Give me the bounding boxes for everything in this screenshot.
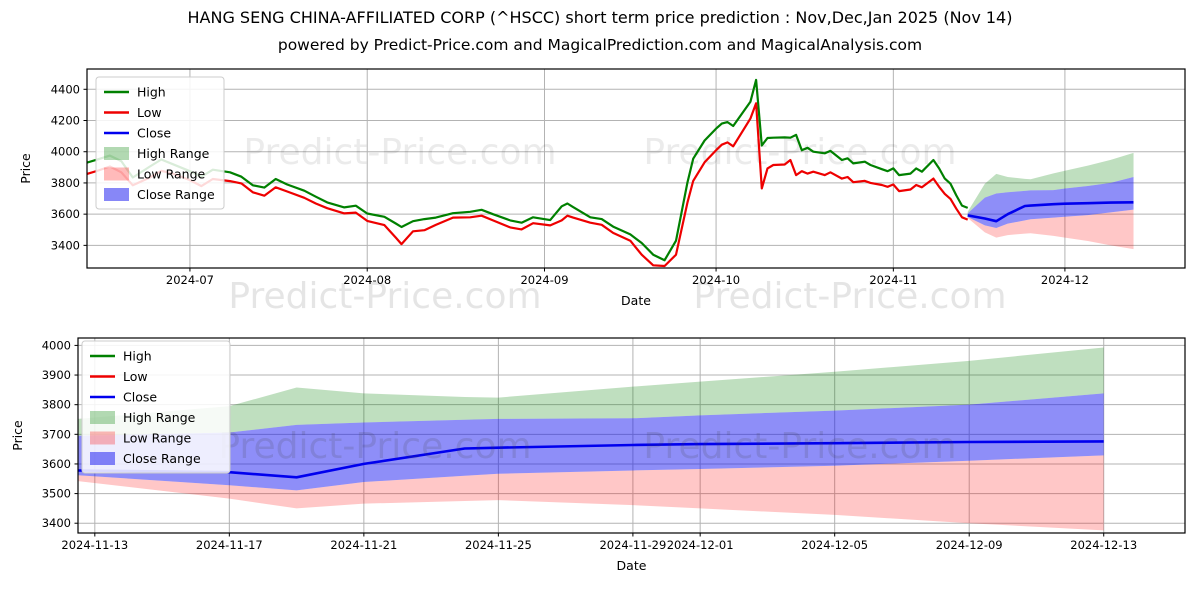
x-tick-label: 2024-07 [166, 273, 214, 287]
legend-box [81, 340, 231, 474]
y-tick-label: 3900 [42, 368, 71, 382]
x-tick-label: 2024-09 [520, 273, 568, 287]
grid [78, 338, 1185, 533]
x-tick-label: 2024-11 [869, 273, 917, 287]
close-line [78, 440, 1104, 479]
legend: High Low Close High Range Low Range Close Ran… [81, 340, 231, 474]
y-tick-label: 4200 [51, 114, 80, 128]
legend-item: Low Range [104, 167, 206, 182]
legend-item: High Range [104, 146, 210, 161]
close-range-area [78, 393, 1104, 491]
legend-label: High Range [137, 146, 210, 161]
y-tick-label: 3400 [51, 238, 80, 252]
watermark-text: Predict-Price.com [243, 132, 556, 173]
x-tick-label: 2024-11-13 [61, 538, 128, 552]
y-tick-label: 4400 [51, 82, 80, 96]
x-tick-label: 2024-11-29 [599, 538, 666, 552]
legend-label: Low Range [123, 431, 192, 446]
close-line [967, 201, 1134, 223]
low-range-swatch [104, 167, 129, 181]
legend-label: High Range [123, 410, 196, 425]
legend: High Low Close High Range Low Range Close Ran… [95, 76, 225, 210]
legend-item: Close Range [104, 187, 215, 202]
legend-label: Low [137, 105, 162, 120]
axes: 2024-07 2024-08 2024-09 2024-10 2024-11 2024-… [18, 82, 1089, 308]
plot-border [86, 68, 1186, 269]
y-tick-label: 4000 [51, 145, 80, 159]
x-tick-label: 2024-12-05 [801, 538, 868, 552]
legend-label: High [123, 349, 152, 364]
y-axis-label: Price [18, 153, 33, 184]
y-tick-label: 3800 [42, 398, 71, 412]
x-tick-label: 2024-12-13 [1070, 538, 1137, 552]
high-range-area [967, 152, 1134, 214]
legend-item: High [90, 349, 152, 364]
bottom-chart: Predict-Price.com Predict-Price.com2024-1… [10, 337, 1186, 573]
x-tick-label: 2024-12-01 [667, 538, 734, 552]
grid [87, 69, 1185, 268]
legend-box [95, 76, 225, 210]
y-tick-label: 3400 [42, 516, 71, 530]
legend-label: Low Range [137, 167, 206, 182]
page-title: HANG SENG CHINA-AFFILIATED CORP (^HSCC) … [187, 8, 1013, 27]
legend-label: Close Range [137, 187, 215, 202]
y-tick-label: 3500 [42, 487, 71, 501]
y-tick-label: 3700 [42, 427, 71, 441]
low-range-swatch [90, 431, 115, 445]
plot-area [87, 78, 1134, 268]
top-chart: Predict-Price.com Predict-Price.com Predic… [18, 68, 1186, 317]
close-range-area [967, 177, 1134, 229]
watermark-text: Predict-Price.com [643, 426, 956, 467]
legend-item: Low Range [90, 431, 192, 446]
legend-label: Low [123, 369, 148, 384]
legend-label: Close [123, 390, 157, 405]
watermark-text: Predict-Price.com [643, 132, 956, 173]
legend-item: Close [90, 390, 157, 405]
legend-item: Low [90, 369, 148, 384]
high-range-swatch [90, 411, 115, 424]
watermark-text: Predict-Price.com [218, 426, 531, 467]
x-axis-label: Date [621, 293, 651, 308]
plot-border [77, 337, 1186, 534]
y-axis-label: Price [10, 420, 25, 451]
axes: 2024-11-13 2024-11-17 2024-11-21 2024-11-25… [10, 338, 1137, 573]
legend-item: High [104, 85, 166, 100]
watermark-text: Predict-Price.com [693, 276, 1006, 317]
legend-label: High [137, 85, 166, 100]
x-tick-label: 2024-11-21 [330, 538, 397, 552]
y-tick-label: 3600 [42, 457, 71, 471]
legend-item: Close Range [90, 451, 201, 466]
x-tick-label: 2024-12 [1041, 273, 1089, 287]
high-range-area [78, 347, 1104, 436]
x-tick-label: 2024-11-25 [465, 538, 532, 552]
page-subtitle: powered by Predict-Price.com and Magical… [277, 36, 923, 54]
high-range-swatch [104, 147, 129, 160]
close-range-swatch [90, 452, 115, 465]
plot-area [78, 347, 1104, 531]
legend-label: Close Range [123, 451, 201, 466]
legend-label: Close [137, 126, 171, 141]
x-tick-label: 2024-10 [692, 273, 740, 287]
x-tick-label: 2024-12-09 [936, 538, 1003, 552]
legend-item: High Range [90, 410, 196, 425]
y-tick-label: 4000 [42, 338, 71, 352]
x-axis-label: Date [617, 558, 647, 573]
low-range-area [967, 209, 1134, 250]
y-tick-label: 3600 [51, 207, 80, 221]
low-range-area [78, 455, 1104, 531]
close-range-swatch [104, 188, 129, 201]
x-tick-label: 2024-08 [343, 273, 391, 287]
legend-item: Close [104, 126, 171, 141]
low-line [87, 102, 969, 268]
x-tick-label: 2024-11-17 [196, 538, 263, 552]
high-line [87, 78, 969, 262]
y-tick-label: 3800 [51, 176, 80, 190]
watermark-text: Predict-Price.com [228, 276, 541, 317]
legend-item: Low [104, 105, 162, 120]
